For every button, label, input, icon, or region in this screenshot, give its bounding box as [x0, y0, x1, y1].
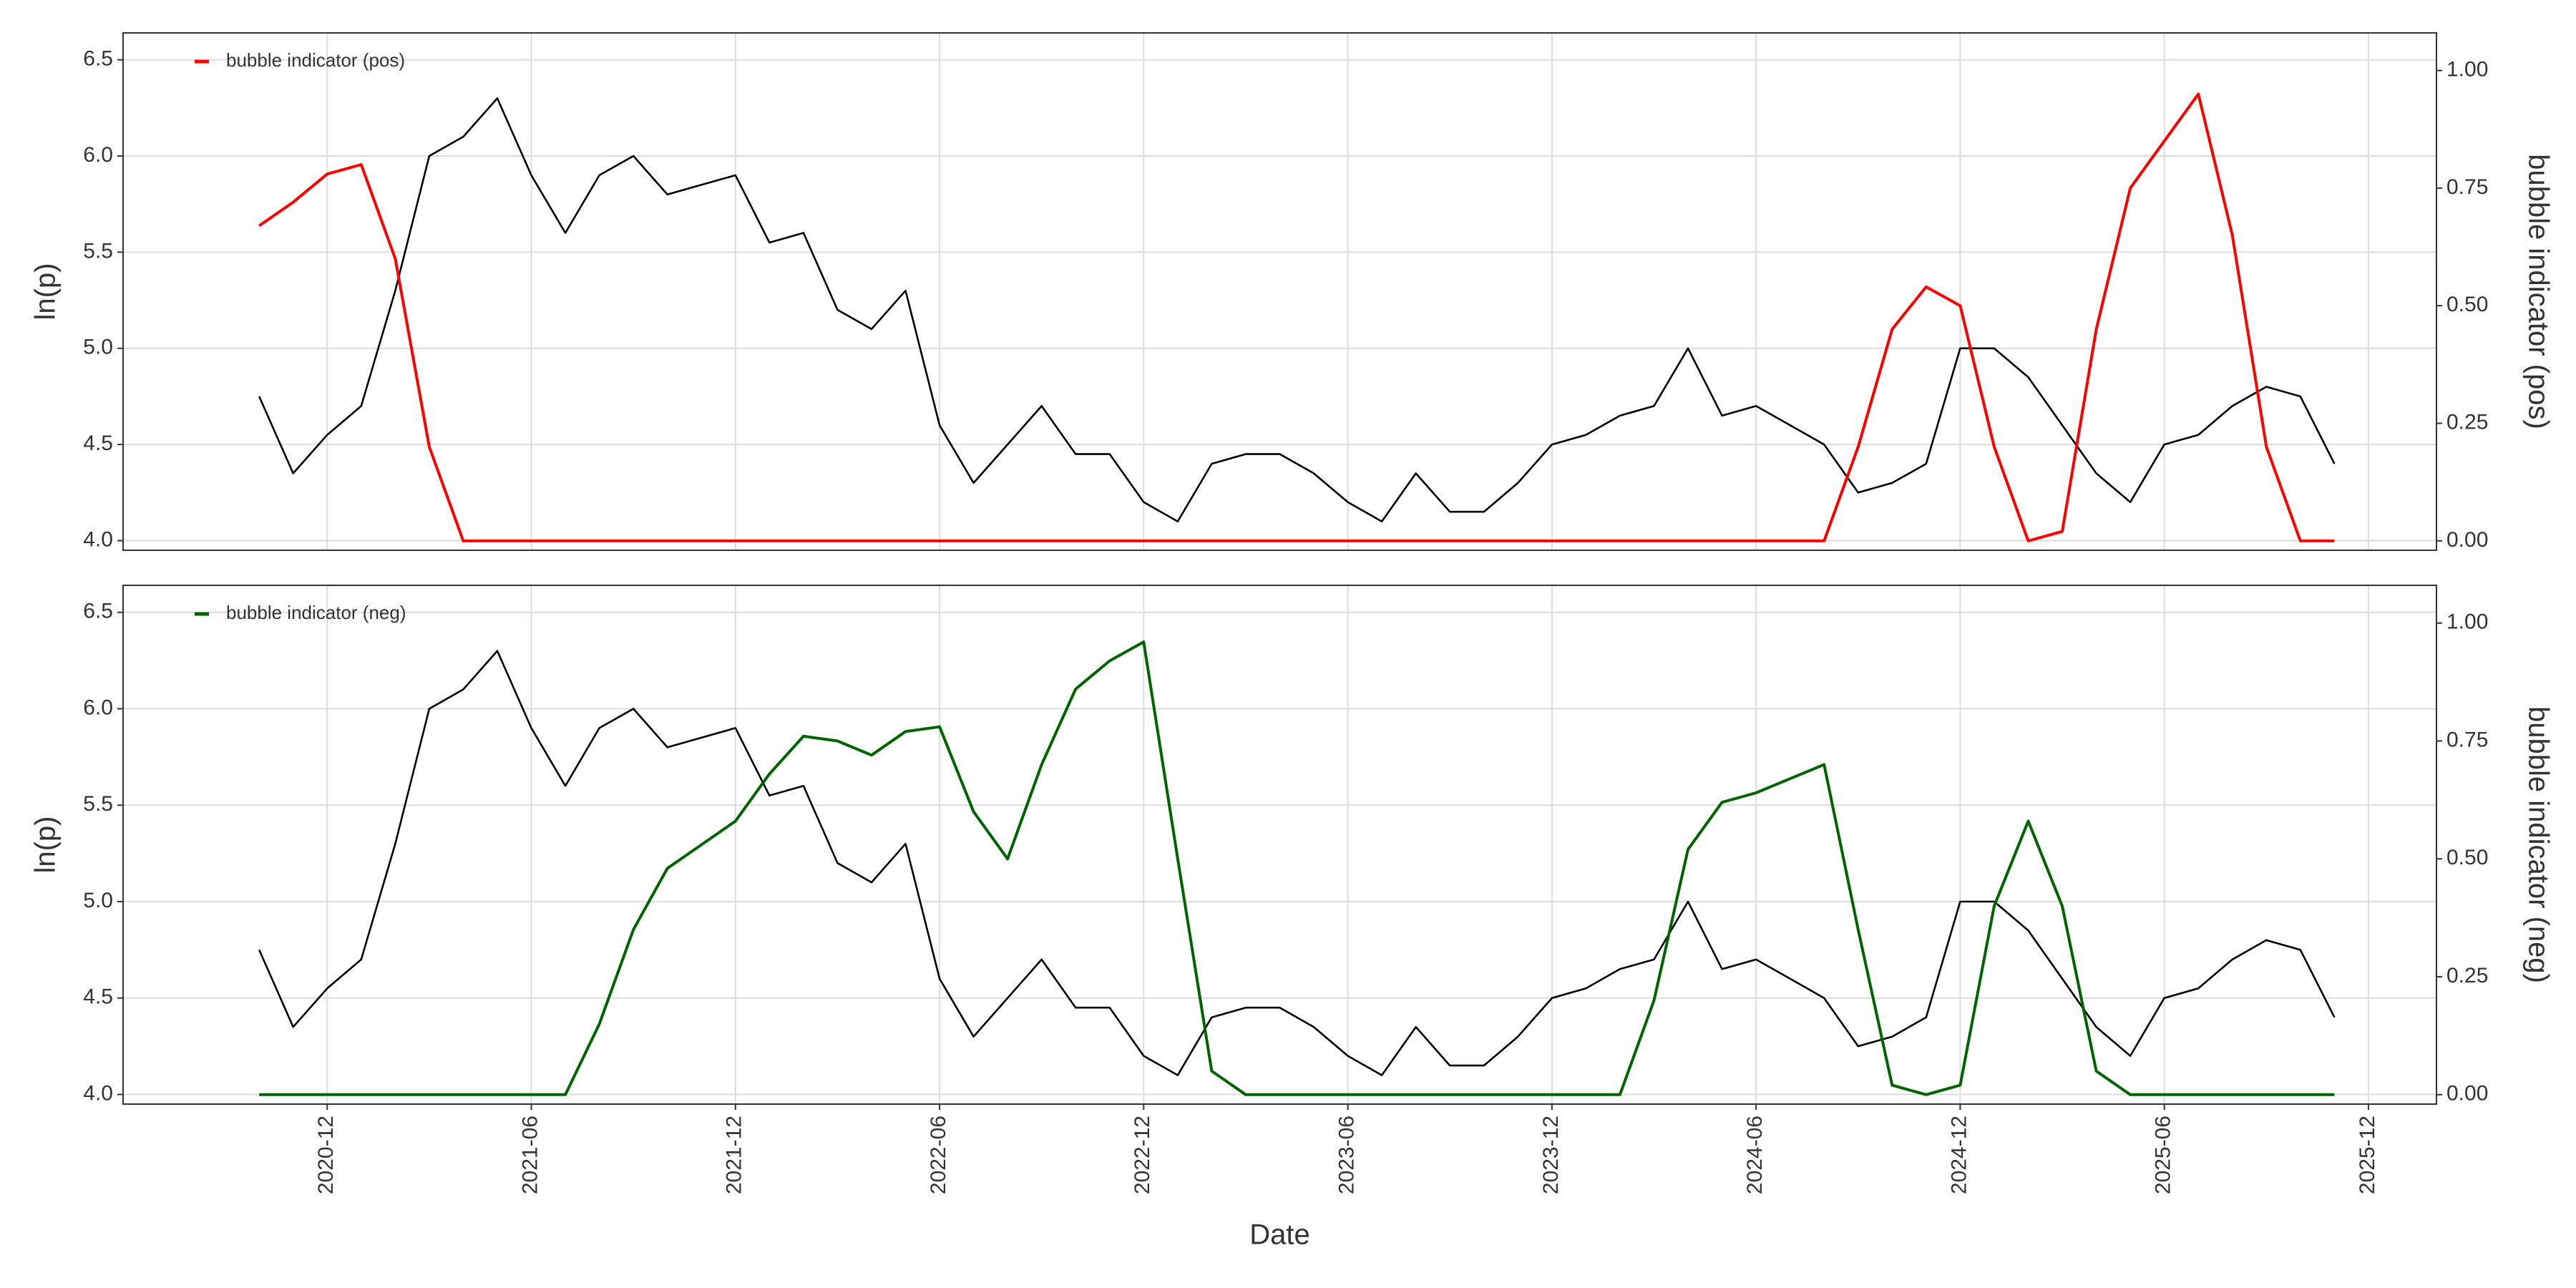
plot-background: [123, 33, 2436, 550]
y2-tick-label: 0.00: [2446, 528, 2488, 552]
y-tick-label: 4.0: [83, 1081, 113, 1105]
plot-border: [122, 585, 2437, 1105]
y2-tick-label: 0.50: [2446, 293, 2488, 316]
y2-tick-label: 1.00: [2446, 610, 2488, 634]
y2-axis-title: bubble indicator (neg): [2522, 706, 2554, 983]
series-line: [259, 640, 2335, 1096]
y-tick-label: 6.0: [83, 696, 113, 719]
series-line: [258, 97, 2336, 522]
y-tick-label: 4.0: [83, 527, 113, 551]
x-tick-label: 2022-06: [927, 1116, 950, 1194]
y-axis-title: ln(p): [30, 263, 62, 320]
y-tick-label: 6.0: [83, 143, 113, 167]
y-tick-label: 5.5: [83, 792, 113, 816]
y-tick-label: 4.5: [83, 985, 113, 1009]
x-tick-label: 2021-12: [723, 1116, 746, 1194]
x-tick-label: 2022-12: [1131, 1116, 1154, 1194]
x-axis-title: Date: [1249, 1219, 1310, 1251]
y-tick-label: 6.5: [83, 600, 113, 623]
x-tick-label: 2024-12: [1947, 1116, 1971, 1194]
plot-background: [123, 585, 2436, 1104]
x-tick-label: 2023-12: [1539, 1116, 1563, 1194]
y-tick-label: 5.5: [83, 239, 113, 263]
y2-tick-label: 0.00: [2446, 1082, 2488, 1106]
y2-tick-label: 0.25: [2446, 410, 2488, 434]
x-tick-label: 2023-06: [1335, 1116, 1359, 1194]
x-tick-label: 2025-12: [2356, 1116, 2379, 1194]
y-tick-label: 5.0: [83, 336, 113, 359]
y2-tick-label: 0.50: [2446, 846, 2488, 869]
x-tick-label: 2025-06: [2152, 1116, 2175, 1194]
y-tick-label: 6.5: [83, 47, 113, 71]
legend-label: bubble indicator (pos): [226, 49, 405, 71]
y-tick-label: 5.0: [83, 889, 113, 912]
legend-label: bubble indicator (neg): [226, 602, 406, 623]
y2-tick-label: 0.25: [2446, 964, 2488, 987]
y-axis-title: ln(p): [30, 816, 62, 873]
y-tick-label: 4.5: [83, 431, 113, 455]
x-tick-label: 2024-06: [1743, 1116, 1767, 1194]
series-line: [258, 92, 2335, 542]
plot-border: [122, 32, 2437, 551]
series-line: [258, 650, 2336, 1076]
y2-axis-title: bubble indicator (pos): [2522, 154, 2554, 429]
y2-tick-label: 1.00: [2446, 58, 2488, 82]
y2-tick-label: 0.75: [2446, 175, 2488, 199]
x-tick-label: 2021-06: [518, 1116, 542, 1194]
x-tick-label: 2020-12: [314, 1116, 338, 1194]
y2-tick-label: 0.75: [2446, 728, 2488, 751]
